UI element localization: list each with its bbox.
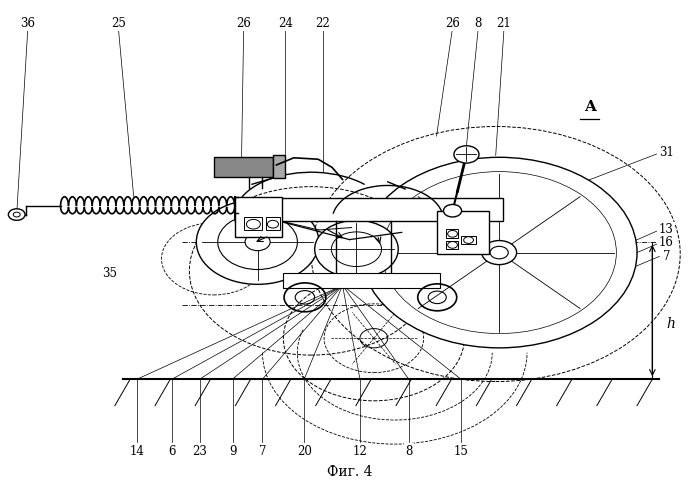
Text: 16: 16: [659, 237, 674, 249]
Text: 8: 8: [405, 445, 412, 458]
Text: 35: 35: [102, 267, 117, 280]
Bar: [437, 211, 489, 254]
Bar: [445, 229, 458, 238]
Bar: [244, 217, 262, 230]
Text: 7: 7: [259, 445, 266, 458]
Bar: [214, 157, 273, 177]
Circle shape: [454, 146, 479, 163]
Bar: [266, 217, 280, 230]
Text: 26: 26: [236, 16, 251, 30]
Bar: [461, 236, 476, 244]
Circle shape: [443, 204, 461, 217]
Circle shape: [315, 220, 398, 278]
Circle shape: [331, 232, 382, 267]
Text: 15: 15: [454, 445, 468, 458]
Text: 26: 26: [445, 16, 460, 30]
Text: 24: 24: [278, 16, 293, 30]
Text: 25: 25: [111, 16, 126, 30]
Bar: [432, 237, 512, 304]
Text: 21: 21: [497, 16, 512, 30]
Text: 12: 12: [352, 445, 367, 458]
Text: Фиг. 4: Фиг. 4: [326, 465, 373, 479]
Circle shape: [245, 233, 270, 251]
Circle shape: [196, 200, 319, 284]
Text: 8: 8: [475, 16, 482, 30]
Text: 6: 6: [168, 445, 175, 458]
Circle shape: [8, 209, 25, 220]
Bar: [445, 241, 458, 249]
Bar: [283, 273, 440, 287]
Text: 20: 20: [297, 445, 312, 458]
Circle shape: [482, 241, 517, 265]
Text: 23: 23: [192, 445, 207, 458]
Text: 22: 22: [316, 16, 331, 30]
Bar: [273, 155, 285, 179]
Text: 13: 13: [659, 224, 674, 237]
Text: 7: 7: [663, 250, 670, 263]
Bar: [235, 198, 503, 221]
Text: 31: 31: [659, 147, 674, 159]
Text: h: h: [666, 317, 675, 331]
Bar: [235, 197, 282, 237]
Text: 36: 36: [20, 16, 36, 30]
Text: 9: 9: [229, 445, 236, 458]
Circle shape: [361, 157, 637, 348]
Text: 14: 14: [130, 445, 145, 458]
Text: A: A: [584, 100, 596, 114]
